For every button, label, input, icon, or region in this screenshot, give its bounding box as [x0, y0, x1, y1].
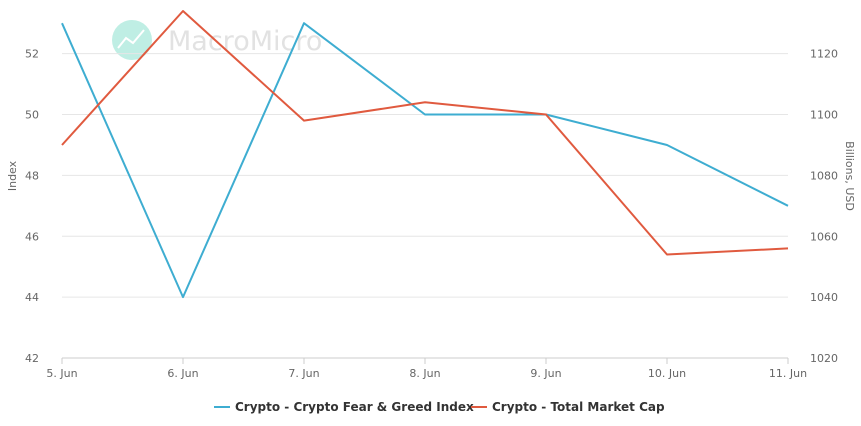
y-left-tick-label: 46	[25, 230, 39, 243]
y-right-tick-label: 1020	[810, 352, 838, 365]
y-axis-left: 42 44 46 48 50 52	[25, 48, 39, 365]
x-tick-label: 11. Jun	[769, 367, 807, 380]
series-layer	[61, 10, 789, 299]
series-line-1[interactable]	[61, 10, 789, 256]
x-axis: 5. Jun 6. Jun 7. Jun 8. Jun 9. Jun 10. Jun 11.…	[46, 357, 807, 380]
legend-item-market-cap[interactable]: Crypto - Total Market Cap	[471, 400, 665, 414]
y-left-tick-label: 50	[25, 109, 39, 122]
series-line-0[interactable]	[61, 22, 789, 299]
y-axis-left-label: Index	[6, 160, 19, 191]
legend: Crypto - Crypto Fear & Greed Index Crypt…	[214, 400, 665, 414]
legend-item-fear-greed[interactable]: Crypto - Crypto Fear & Greed Index	[214, 400, 474, 414]
legend-label-market-cap: Crypto - Total Market Cap	[492, 400, 665, 414]
grid-layer	[62, 53, 788, 298]
x-tick-label: 9. Jun	[530, 367, 561, 380]
y-right-tick-label: 1080	[810, 169, 838, 182]
y-left-tick-label: 48	[25, 169, 39, 182]
x-tick-label: 8. Jun	[409, 367, 440, 380]
watermark-logo-icon	[112, 20, 152, 60]
y-right-tick-label: 1100	[810, 109, 838, 122]
y-right-tick-label: 1060	[810, 230, 838, 243]
y-right-tick-label: 1040	[810, 291, 838, 304]
x-tick-label: 10. Jun	[648, 367, 686, 380]
watermark-text: MacroMicro	[168, 26, 322, 57]
watermark-logo-line-icon	[117, 29, 145, 49]
x-tick-label: 7. Jun	[288, 367, 319, 380]
y-left-tick-label: 44	[25, 291, 39, 304]
x-tick-label: 5. Jun	[46, 367, 77, 380]
y-left-tick-label: 52	[25, 48, 39, 61]
legend-label-fear-greed: Crypto - Crypto Fear & Greed Index	[235, 400, 474, 414]
y-right-tick-label: 1120	[810, 48, 838, 61]
x-tick-label: 6. Jun	[167, 367, 198, 380]
y-left-tick-label: 42	[25, 352, 39, 365]
y-axis-right: 1020 1040 1060 1080 1100 1120	[810, 48, 838, 365]
y-axis-right-label: Billions, USD	[843, 141, 856, 211]
